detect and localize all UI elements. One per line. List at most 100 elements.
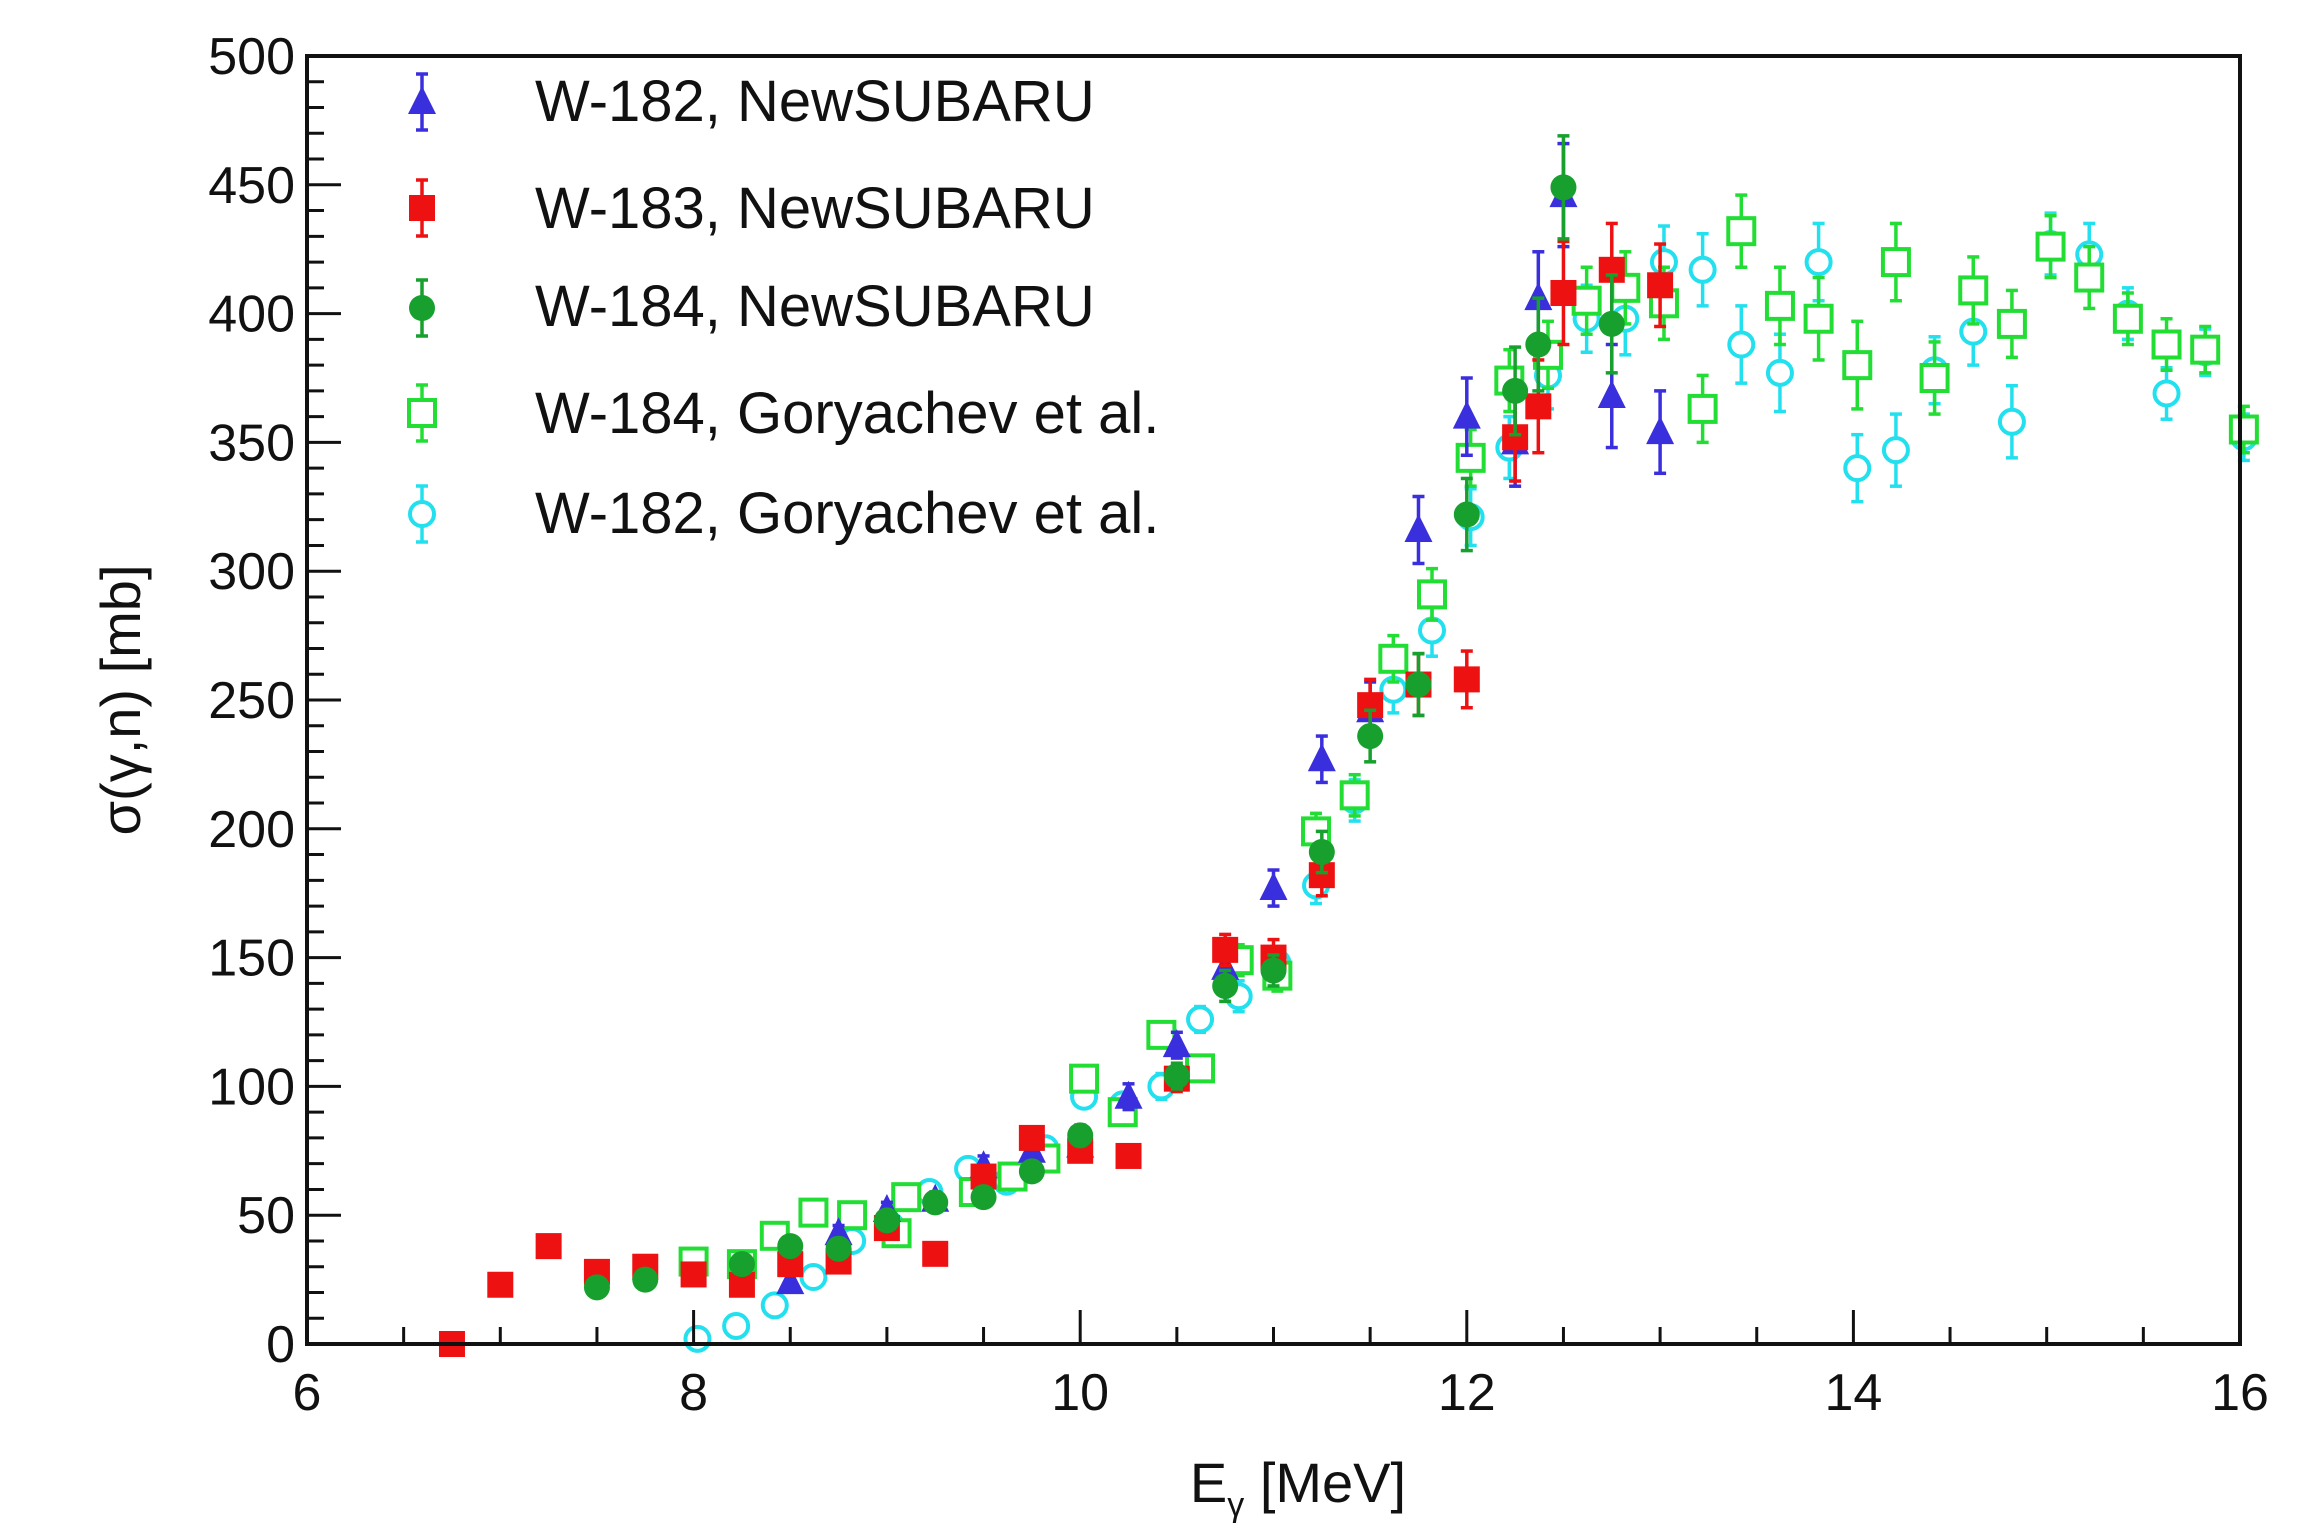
- series-2-point-7: [970, 1184, 997, 1211]
- series-4-point-30: [1843, 454, 1872, 483]
- legend: W-182, NewSUBARU W-183, NewSUBARU W-184,…: [407, 69, 1159, 546]
- series-0-point-10: [1259, 872, 1288, 901]
- series-1-point-5: [680, 1261, 707, 1288]
- series-3-point-35: [2035, 231, 2066, 262]
- legend-marker-1-symbol: [409, 195, 435, 221]
- series-3-point-20: [1455, 442, 1486, 473]
- series-1-point-14: [1115, 1142, 1142, 1169]
- series-2-point-5: [873, 1207, 900, 1234]
- legend-label-w184-newsubaru: W-184, NewSUBARU: [535, 274, 1095, 339]
- series-4-point-38: [2152, 379, 2181, 408]
- series-2-point-19: [1550, 174, 1577, 201]
- series-3-point-10: [1069, 1063, 1100, 1094]
- x-tick-label-10: 10: [1051, 1364, 1109, 1422]
- series-3-point-6: [891, 1182, 922, 1213]
- legend-marker-4-symbol: [408, 500, 436, 528]
- series-3-point-36: [2074, 262, 2105, 293]
- series-3-point-34: [1996, 308, 2027, 339]
- legend-markers: [407, 72, 437, 544]
- axis-ticks: [305, 54, 2242, 1346]
- series-3-point-33: [1958, 275, 1989, 306]
- series-2-point-4: [825, 1235, 852, 1262]
- series-1-point-24: [1550, 279, 1577, 306]
- x-axis-title-main: E: [1190, 1451, 1227, 1514]
- series-4-point-3: [799, 1263, 828, 1292]
- plot-marks: [438, 134, 2259, 1357]
- series-3-point-39: [2190, 334, 2221, 365]
- series-0-point-0: [776, 1266, 805, 1295]
- series-0-point-18: [1597, 380, 1626, 409]
- series-2-point-11: [1212, 972, 1239, 999]
- series-4-point-13: [1186, 1005, 1215, 1034]
- series-4-point-2: [760, 1291, 789, 1320]
- series-3-point-32: [1919, 363, 1950, 393]
- series-3-point-29: [1803, 303, 1834, 334]
- series-0-point-16: [1524, 282, 1553, 311]
- series-4-point-19: [1418, 616, 1447, 645]
- series-1-point-21: [1453, 666, 1480, 693]
- y-tick-label-200: 200: [208, 801, 295, 859]
- legend-marker-0: [408, 72, 436, 132]
- series-1-point-16: [1212, 936, 1239, 963]
- x-axis-title: Eγ [MeV]: [1190, 1451, 1406, 1524]
- series-3-point-13: [1185, 1053, 1216, 1084]
- series-2-point-16: [1453, 501, 1480, 528]
- series-2-point-14: [1357, 723, 1384, 750]
- series-0-point-8: [1162, 1029, 1191, 1058]
- series-2-point-18: [1525, 331, 1552, 358]
- series-3-point-18: [1378, 643, 1409, 674]
- series-2-point-3: [777, 1233, 804, 1260]
- legend-marker-2: [409, 278, 435, 338]
- series-3-point-19: [1417, 579, 1448, 610]
- series-4-point-34: [1997, 407, 2026, 436]
- series-4-point-28: [1765, 358, 1794, 387]
- y-tick-label-100: 100: [208, 1058, 295, 1116]
- x-tick-label-6: 6: [293, 1364, 322, 1422]
- series-4-point-31: [1881, 436, 1910, 465]
- series-2-point-20: [1598, 310, 1625, 337]
- y-tick-label-300: 300: [208, 543, 295, 601]
- y-axis-title: σ(γ,n) [mb]: [89, 564, 152, 835]
- axis-labels: 6 8 10 12 14 16 0 50 100 150 200 250 300 350 400 450 500: [208, 28, 2269, 1422]
- legend-marker-2-symbol: [409, 295, 435, 321]
- series-2-point-1: [632, 1266, 659, 1293]
- series-3-point-37: [2112, 303, 2143, 334]
- series-3-point-28: [1764, 290, 1795, 321]
- x-axis-title-subscript: γ: [1227, 1486, 1244, 1524]
- series-0-point-14: [1452, 400, 1481, 429]
- y-tick-label-0: 0: [266, 1316, 295, 1374]
- series-4-point-26: [1688, 255, 1717, 284]
- series-1-point-2: [535, 1233, 562, 1260]
- series-2-point-10: [1163, 1063, 1190, 1090]
- series-2-point-12: [1260, 957, 1287, 984]
- series-0-point-13: [1404, 513, 1433, 542]
- series-3-point-26: [1687, 393, 1718, 424]
- y-tick-label-450: 450: [208, 157, 295, 215]
- series-2-point-6: [922, 1189, 949, 1216]
- y-tick-label-150: 150: [208, 930, 295, 988]
- y-tick-label-350: 350: [208, 414, 295, 472]
- series-2-point-17: [1502, 377, 1529, 404]
- series-3-point-23: [1571, 285, 1602, 316]
- series-1-point-26: [1647, 272, 1674, 299]
- legend-label-w182-goryachev: W-182, Goryachev et al.: [535, 481, 1159, 546]
- series-3-point-30: [1842, 350, 1873, 381]
- x-tick-label-16: 16: [2211, 1364, 2269, 1422]
- series-2-point-8: [1018, 1158, 1045, 1185]
- legend-label-w184-goryachev: W-184, Goryachev et al.: [535, 381, 1159, 446]
- series-4-point-0: [683, 1324, 712, 1353]
- series-1-point-23: [1525, 393, 1552, 420]
- series-0-point-11: [1307, 743, 1336, 772]
- series-4-point-29: [1804, 248, 1833, 277]
- series-3-point-40: [2228, 414, 2259, 445]
- series-3-point-27: [1726, 216, 1757, 247]
- x-axis-title-unit: [MeV]: [1244, 1451, 1406, 1514]
- series-3-point-17: [1339, 780, 1370, 811]
- series-0-point-7: [1114, 1080, 1143, 1109]
- legend-marker-3-symbol: [407, 398, 437, 428]
- series-3-point-31: [1880, 247, 1911, 278]
- legend-marker-1: [409, 178, 435, 238]
- series-2: [583, 134, 1625, 1301]
